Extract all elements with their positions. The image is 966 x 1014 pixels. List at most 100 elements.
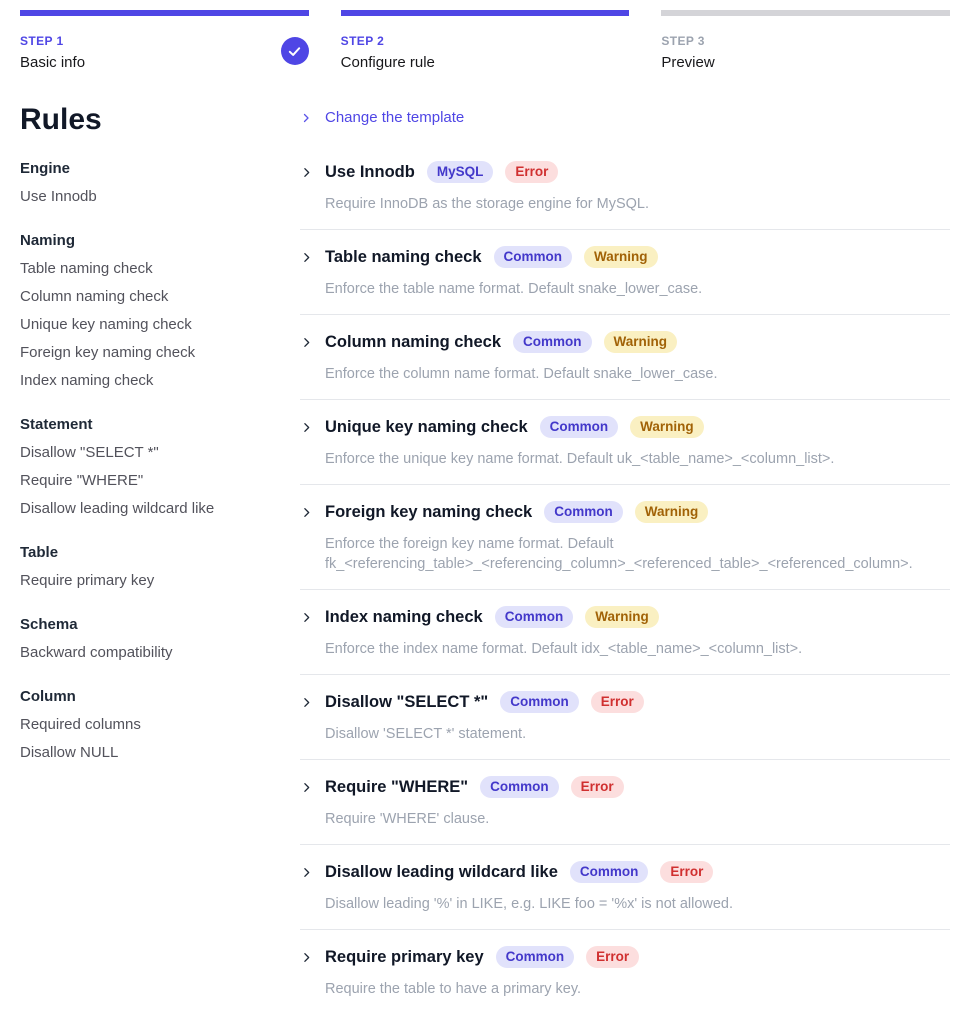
rule-badges: Common Warning bbox=[539, 416, 704, 438]
rule-title: Column naming check bbox=[325, 333, 502, 351]
rule-row: Unique key naming check Common Warning En… bbox=[300, 400, 950, 485]
rule-badge: Common bbox=[500, 691, 579, 713]
sidebar-rule-link[interactable]: Disallow "SELECT *" bbox=[20, 444, 159, 461]
change-template-link[interactable]: Change the template bbox=[300, 107, 464, 129]
rule-badge: Warning bbox=[585, 606, 659, 628]
rule-description: Enforce the unique key name format. Defa… bbox=[325, 451, 835, 467]
rule-badge: MySQL bbox=[426, 161, 494, 183]
rule-description: Enforce the column name format. Default … bbox=[325, 366, 718, 382]
rule-badges: Common Warning bbox=[513, 331, 678, 353]
rule-header: Disallow "SELECT *" Common Error bbox=[300, 690, 950, 714]
rule-badges: Common Warning bbox=[544, 501, 709, 523]
chevron-right-icon bbox=[300, 112, 312, 124]
stepper-step[interactable]: STEP 1 Basic info bbox=[20, 10, 309, 73]
rule-expand-chevron-icon[interactable] bbox=[300, 420, 313, 434]
rule-header: Require primary key Common Error bbox=[300, 945, 950, 969]
step-progress-bar bbox=[661, 10, 951, 16]
sidebar-rule-link[interactable]: Index naming check bbox=[20, 372, 154, 389]
category-header: Schema bbox=[20, 616, 78, 633]
rule-badge: Common bbox=[493, 246, 572, 268]
category-items: Table naming check Column naming check Uni… bbox=[20, 255, 300, 395]
rule-description: Require the table to have a primary key. bbox=[325, 981, 582, 997]
step-name: Preview bbox=[661, 54, 715, 71]
category-header: Table bbox=[20, 544, 59, 561]
rule-description: Require InnoDB as the storage engine for… bbox=[325, 196, 650, 212]
rule-badges: Common Warning bbox=[494, 606, 659, 628]
sidebar-rule-link[interactable]: Backward compatibility bbox=[20, 644, 173, 661]
rule-badge: Error bbox=[590, 691, 644, 713]
rule-title: Table naming check bbox=[325, 248, 482, 266]
stepper-step[interactable]: STEP 2 Configure rule bbox=[340, 10, 630, 73]
category-header: Column bbox=[20, 688, 76, 705]
sidebar-category: Naming Table naming check Column naming c… bbox=[20, 227, 300, 395]
category-items: Use Innodb bbox=[20, 183, 300, 211]
rule-expand-chevron-icon[interactable] bbox=[300, 950, 313, 964]
step-label: STEP 3 bbox=[661, 34, 705, 48]
rule-expand-chevron-icon[interactable] bbox=[300, 780, 313, 794]
rule-expand-chevron-icon[interactable] bbox=[300, 865, 313, 879]
rule-title: Disallow leading wildcard like bbox=[325, 863, 558, 881]
rule-badge: Error bbox=[570, 776, 624, 798]
sidebar-rule-link[interactable]: Required columns bbox=[20, 716, 141, 733]
category-items: Required columns Disallow NULL bbox=[20, 711, 300, 767]
rule-categories-nav: Engine Use Innodb Naming Table naming ch… bbox=[20, 155, 300, 767]
rule-expand-chevron-icon[interactable] bbox=[300, 165, 313, 179]
rule-header: Index naming check Common Warning bbox=[300, 605, 950, 629]
sidebar-rule-link[interactable]: Unique key naming check bbox=[20, 316, 192, 333]
rule-badge: Warning bbox=[603, 331, 678, 353]
sidebar-rule-link[interactable]: Table naming check bbox=[20, 260, 153, 277]
rule-expand-chevron-icon[interactable] bbox=[300, 505, 313, 519]
step-progress-bar bbox=[340, 10, 630, 16]
rule-row: Use Innodb MySQL Error Require InnoDB as … bbox=[300, 145, 950, 230]
rule-description: Disallow 'SELECT *' statement. bbox=[325, 726, 527, 742]
rule-expand-chevron-icon[interactable] bbox=[300, 610, 313, 624]
stepper-step[interactable]: STEP 3 Preview bbox=[661, 10, 951, 73]
rule-description: Enforce the table name format. Default s… bbox=[325, 281, 703, 297]
rule-header: Table naming check Common Warning bbox=[300, 245, 950, 269]
rule-badge: Error bbox=[586, 946, 640, 968]
sidebar-category: Engine Use Innodb bbox=[20, 155, 300, 211]
rule-header: Foreign key naming check Common Warning bbox=[300, 500, 950, 524]
rule-row: Disallow leading wildcard like Common Err… bbox=[300, 845, 950, 930]
category-header: Engine bbox=[20, 160, 71, 177]
sidebar-rule-link[interactable]: Foreign key naming check bbox=[20, 344, 196, 361]
sidebar-rule-link[interactable]: Require primary key bbox=[20, 572, 155, 589]
sidebar-rule-link[interactable]: Require "WHERE" bbox=[20, 472, 144, 489]
category-items: Backward compatibility bbox=[20, 639, 300, 667]
rule-badge: Warning bbox=[634, 501, 709, 523]
page-title: Rules bbox=[20, 103, 102, 136]
rule-badge: Common bbox=[539, 416, 619, 438]
rule-badges: Common Error bbox=[480, 776, 624, 798]
step-name: Configure rule bbox=[340, 54, 435, 71]
rules-main: Change the template Use Innodb MySQL Erro… bbox=[300, 73, 966, 1014]
rule-title: Require primary key bbox=[325, 948, 484, 966]
rule-row: Foreign key naming check Common Warning E… bbox=[300, 485, 950, 590]
sidebar-rule-link[interactable]: Use Innodb bbox=[20, 188, 97, 205]
sidebar-rule-link[interactable]: Disallow NULL bbox=[20, 744, 119, 761]
rule-description: Enforce the index name format. Default i… bbox=[325, 641, 803, 657]
rule-badges: Common Warning bbox=[493, 246, 658, 268]
rule-header: Require "WHERE" Common Error bbox=[300, 775, 950, 799]
rule-header: Unique key naming check Common Warning bbox=[300, 415, 950, 439]
sidebar-category: Table Require primary key bbox=[20, 539, 300, 595]
rule-row: Table naming check Common Warning Enforce… bbox=[300, 230, 950, 315]
sidebar-rule-link[interactable]: Disallow leading wildcard like bbox=[20, 500, 215, 517]
rule-badges: Common Error bbox=[500, 691, 644, 713]
rule-badge: Common bbox=[513, 331, 592, 353]
rule-badges: Common Error bbox=[569, 861, 714, 883]
rule-description: Require 'WHERE' clause. bbox=[325, 811, 490, 827]
category-header: Statement bbox=[20, 416, 93, 433]
rule-badge: Error bbox=[505, 161, 559, 183]
rule-row: Require primary key Common Error Require … bbox=[300, 930, 950, 1014]
rule-expand-chevron-icon[interactable] bbox=[300, 695, 313, 709]
rule-title: Foreign key naming check bbox=[325, 503, 533, 521]
rule-header: Use Innodb MySQL Error bbox=[300, 160, 950, 184]
change-template-label: Change the template bbox=[325, 109, 465, 126]
sidebar-rule-link[interactable]: Column naming check bbox=[20, 288, 169, 305]
rule-badges: MySQL Error bbox=[426, 161, 559, 183]
rule-badge: Warning bbox=[630, 416, 704, 438]
rule-badge: Error bbox=[660, 861, 714, 883]
rule-expand-chevron-icon[interactable] bbox=[300, 250, 313, 264]
rule-title: Use Innodb bbox=[325, 163, 415, 181]
rule-expand-chevron-icon[interactable] bbox=[300, 335, 313, 349]
